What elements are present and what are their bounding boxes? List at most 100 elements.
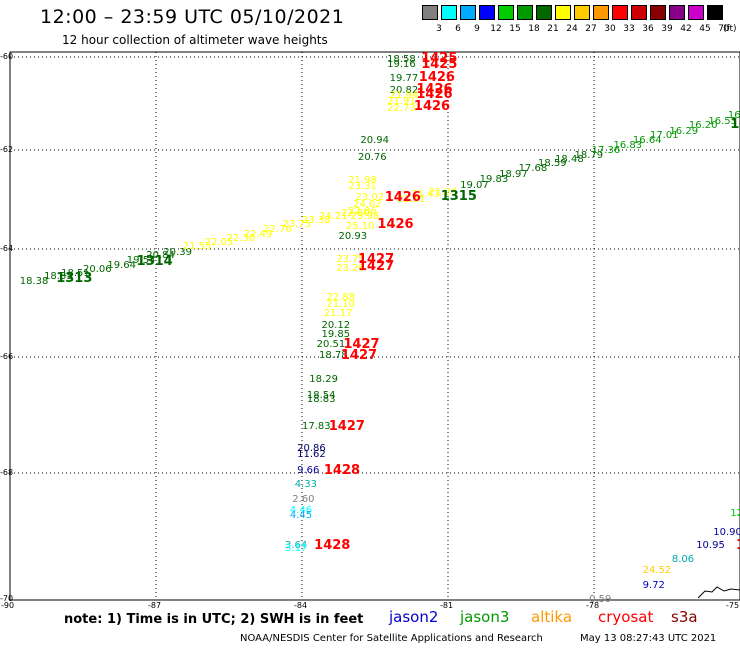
scale-unit-label: (ft) [723,24,737,34]
page-subtitle: 12 hour collection of altimeter wave hei… [62,33,328,47]
swh-value: 18.59 [538,158,567,170]
scale-swatch [460,5,476,20]
footer-note: note: 1) Time is in UTC; 2) SWH is in fe… [64,612,364,627]
pass-number: 1427 [357,252,395,268]
swh-value: 18.54 [306,389,336,401]
swh-value: 8.06 [671,554,695,566]
swh-value: 16.53 [708,115,737,127]
pass-number: 1428 [323,463,361,479]
swh-value: 3.64 [284,539,308,551]
swh-value: 19.77 [389,72,419,84]
swh-value: 11.62 [297,448,326,460]
swh-value: 17.68 [518,163,548,175]
swh-value: 19.85 [321,328,351,340]
pass-number: 1426 [377,216,414,232]
pass-number: 1427 [340,348,378,364]
lon-tick-label: -84 [294,601,308,610]
page-title: 12:00 – 23:59 UTC 05/10/2021 [40,6,345,28]
swh-value: 22.73 [387,102,416,114]
scale-swatch [612,5,628,20]
swh-value: 22.86 [348,206,377,218]
swh-value: 22.30 [226,232,256,244]
swh-value: 19.16 [387,58,416,70]
scale-label: 42 [680,24,692,34]
swh-value: 12.1 [730,508,740,520]
swh-value: 19.83 [479,174,509,186]
swh-value: 19.54 [126,255,156,267]
swh-value: 24.21 [319,211,348,223]
swh-value: 20.86 [297,443,326,455]
swh-value: 21.98 [348,175,377,187]
swh-value: 10.95 [696,539,725,551]
lat-tick-label: -62 [0,145,14,154]
pass-number: 1313 [56,271,93,287]
credit-line: NOAA/NESDIS Center for Satellite Applica… [240,633,543,644]
swh-value: 25.10 [345,221,375,233]
satellite-legend-altika: altika [531,608,573,626]
swh-value: 18.79 [574,150,604,162]
wave-height-map [9,51,740,601]
scale-label: 9 [474,24,480,34]
scale-swatch [593,5,609,20]
scale-label: 6 [455,24,461,34]
swh-value: 18.83 [306,394,336,406]
pass-number: 1425 [421,56,458,72]
satellite-legend-jason2: jason2 [389,608,439,626]
scale-label: 27 [585,24,597,34]
swh-value: 21.28 [428,186,458,198]
satellite-legend-cryosat: cryosat [598,608,654,626]
swh-value: 20.94 [360,135,390,147]
graticule [10,52,740,600]
scale-label: 18 [528,24,540,34]
swh-value: 22.88 [326,292,355,304]
satellite-legend-s3a: s3a [671,608,698,626]
swh-value: 10.90 [713,527,740,539]
scale-label: 36 [642,24,654,34]
pass-number: 1314 [136,254,173,270]
swh-value: 16.83 [613,139,643,151]
swh-value: 21.94 [389,89,419,101]
swh-value: 20.12 [321,320,351,332]
swh-value: 21.10 [326,298,355,310]
scale-label: 39 [661,24,673,34]
scale-swatch [631,5,647,20]
swh-value: 22.49 [243,228,273,240]
scale-swatch [555,5,571,20]
generation-timestamp: May 13 08:27:43 UTC 2021 [580,633,717,644]
swh-value: 23.31 [348,181,377,193]
swh-value: 20.84 [146,249,175,261]
scale-label: 15 [509,24,521,34]
swh-value: 4.46 [289,505,313,517]
swh-value: 17.83 [302,421,331,433]
lon-tick-label: -75 [726,601,740,610]
swh-value: 16.20 [688,120,718,132]
swh-value: 4.33 [294,478,317,490]
swh-value: 23.75 [336,254,365,266]
scale-label: 3 [436,24,442,34]
satellite-legend-jason3: jason3 [460,608,510,626]
pass-number: 1315 [440,188,477,204]
scale-label: 12 [490,24,502,34]
scale-swatch [574,5,590,20]
scale-swatch [479,5,495,20]
map-frame [9,51,740,601]
scale-swatch [688,5,704,20]
scale-label: 30 [604,24,616,34]
swh-value: 21.91 [387,95,416,107]
scale-swatch [669,5,685,20]
pass-number: 1425 [421,51,458,67]
pass-number: 1 [736,539,740,552]
swh-value: 20.82 [389,84,419,96]
swh-value: 3.17 [284,543,308,555]
scale-swatch [441,5,457,20]
pass-number: 1426 [416,86,453,102]
swh-value: 18.48 [555,154,584,166]
swh-value: 21.17 [323,308,353,320]
swh-value: 18.97 [499,169,528,181]
swh-value: 17.36 [591,144,621,156]
swh-value: 20.06 [83,264,112,276]
scale-label: 21 [547,24,559,34]
pass-number: 1427 [357,258,395,274]
swh-value: 23.02 [355,191,385,203]
swh-value: 0.59 [589,593,612,605]
